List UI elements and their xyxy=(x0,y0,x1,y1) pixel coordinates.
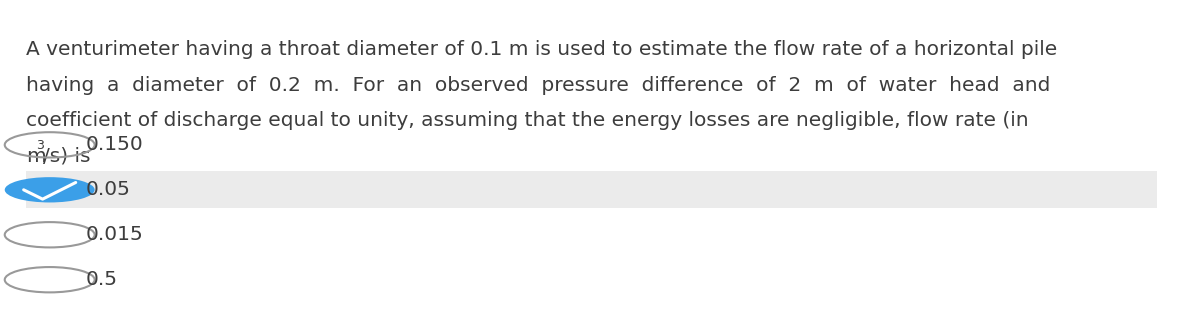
Text: 0.05: 0.05 xyxy=(85,180,130,199)
Circle shape xyxy=(5,177,95,202)
Text: having  a  diameter  of  0.2  m.  For  an  observed  pressure  difference  of  2: having a diameter of 0.2 m. For an obser… xyxy=(26,76,1051,95)
Text: m: m xyxy=(26,147,46,166)
FancyBboxPatch shape xyxy=(26,171,1157,208)
Text: 0.015: 0.015 xyxy=(85,225,143,244)
Text: A venturimeter having a throat diameter of 0.1 m is used to estimate the flow ra: A venturimeter having a throat diameter … xyxy=(26,40,1058,59)
Text: 0.150: 0.150 xyxy=(85,135,143,155)
Text: /s) is: /s) is xyxy=(43,147,91,166)
Text: 0.5: 0.5 xyxy=(85,270,117,289)
Text: 3: 3 xyxy=(35,139,44,152)
Text: coefficient of discharge equal to unity, assuming that the energy losses are neg: coefficient of discharge equal to unity,… xyxy=(26,111,1029,130)
